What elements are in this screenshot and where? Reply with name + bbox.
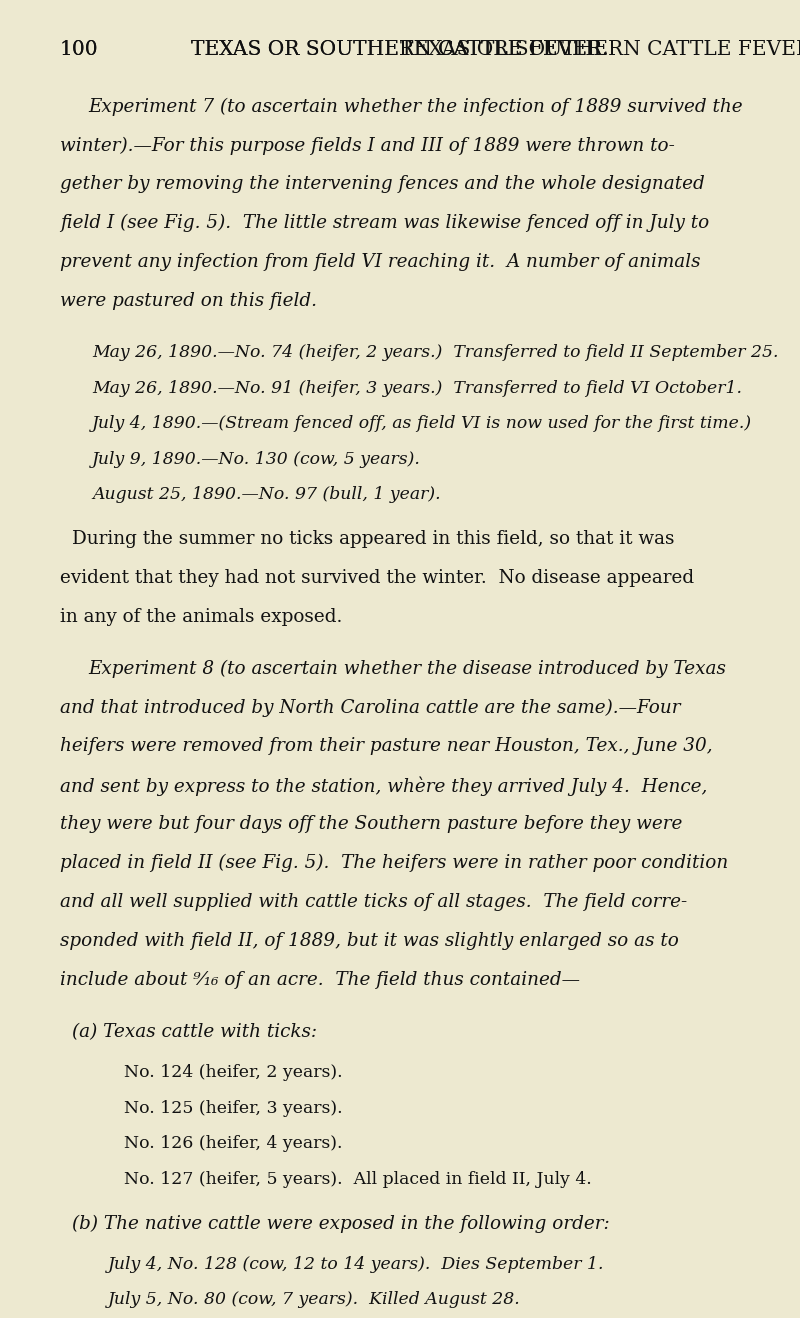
Text: evident that they had not survived the winter.  No disease appeared: evident that they had not survived the w… xyxy=(60,569,694,587)
Text: TEXAS OR SOUTHERN CATTLE FEVER.: TEXAS OR SOUTHERN CATTLE FEVER. xyxy=(191,40,609,58)
Text: No. 125 (heifer, 3 years).: No. 125 (heifer, 3 years). xyxy=(124,1099,342,1116)
Text: and that introduced by North Carolina cattle are the same).—Four: and that introduced by North Carolina ca… xyxy=(60,699,681,717)
Text: gether by removing the intervening fences and the whole designated: gether by removing the intervening fence… xyxy=(60,175,705,194)
Text: No. 126 (heifer, 4 years).: No. 126 (heifer, 4 years). xyxy=(124,1135,342,1152)
Text: and sent by express to the station, whère they arrived July 4.  Hence,: and sent by express to the station, whèr… xyxy=(60,776,707,796)
Text: July 9, 1890.—No. 130 (cow, 5 years).: July 9, 1890.—No. 130 (cow, 5 years). xyxy=(92,451,421,468)
Text: May 26, 1890.—No. 91 (heifer, 3 years.)  Transferred to field VI October1.: May 26, 1890.—No. 91 (heifer, 3 years.) … xyxy=(92,380,742,397)
Text: Experiment 7 (to ascertain whether the infection of 1889 survived the: Experiment 7 (to ascertain whether the i… xyxy=(88,98,742,116)
Text: (b) The native cattle were exposed in the following order:: (b) The native cattle were exposed in th… xyxy=(72,1214,610,1232)
Text: in any of the animals exposed.: in any of the animals exposed. xyxy=(60,608,342,626)
Text: 100: 100 xyxy=(60,40,98,58)
Text: (a) Texas cattle with ticks:: (a) Texas cattle with ticks: xyxy=(72,1023,317,1041)
Text: July 4, No. 128 (cow, 12 to 14 years).  Dies September 1.: July 4, No. 128 (cow, 12 to 14 years). D… xyxy=(108,1256,605,1272)
Text: include about ⁹⁄₁₆ of an acre.  The field thus contained—: include about ⁹⁄₁₆ of an acre. The field… xyxy=(60,970,580,988)
Text: and all well supplied with cattle ticks of all stages.  The field corre-: and all well supplied with cattle ticks … xyxy=(60,892,687,911)
Text: they were but four days off the Southern pasture before they were: they were but four days off the Southern… xyxy=(60,815,682,833)
Text: winter).—For this purpose fields I and III of 1889 were thrown to-: winter).—For this purpose fields I and I… xyxy=(60,136,675,154)
Text: No. 124 (heifer, 2 years).: No. 124 (heifer, 2 years). xyxy=(124,1064,342,1081)
Text: placed in field II (see Fig. 5).  The heifers were in rather poor condition: placed in field II (see Fig. 5). The hei… xyxy=(60,854,728,873)
Text: were pastured on this field.: were pastured on this field. xyxy=(60,291,317,310)
Text: During the summer no ticks appeared in this field, so that it was: During the summer no ticks appeared in t… xyxy=(72,530,674,548)
Text: sponded with field II, of 1889, but it was slightly enlarged so as to: sponded with field II, of 1889, but it w… xyxy=(60,932,679,950)
Text: May 26, 1890.—No. 74 (heifer, 2 years.)  Transferred to field II September 25.: May 26, 1890.—No. 74 (heifer, 2 years.) … xyxy=(92,344,778,361)
Text: July 4, 1890.—(Stream fenced off, as field VI is now used for the first time.): July 4, 1890.—(Stream fenced off, as fie… xyxy=(92,415,752,432)
Text: Experiment 8 (to ascertain whether the disease introduced by Texas: Experiment 8 (to ascertain whether the d… xyxy=(88,659,726,677)
Text: TEXAS OR SOUTHERN CATTLE FEVER.: TEXAS OR SOUTHERN CATTLE FEVER. xyxy=(400,40,800,58)
Text: prevent any infection from field VI reaching it.  A number of animals: prevent any infection from field VI reac… xyxy=(60,253,701,272)
Text: July 5, No. 80 (cow, 7 years).  Killed August 28.: July 5, No. 80 (cow, 7 years). Killed Au… xyxy=(108,1292,521,1307)
Text: No. 127 (heifer, 5 years).  All placed in field II, July 4.: No. 127 (heifer, 5 years). All placed in… xyxy=(124,1170,592,1188)
Text: TEXAS OR SOUTHERN CATTLE FEVER.: TEXAS OR SOUTHERN CATTLE FEVER. xyxy=(191,40,609,58)
Text: field I (see Fig. 5).  The little stream was likewise fenced off in July to: field I (see Fig. 5). The little stream … xyxy=(60,214,710,232)
Text: 100: 100 xyxy=(60,40,98,58)
Text: heifers were removed from their pasture near Houston, Tex., June 30,: heifers were removed from their pasture … xyxy=(60,737,713,755)
Text: August 25, 1890.—No. 97 (bull, 1 year).: August 25, 1890.—No. 97 (bull, 1 year). xyxy=(92,486,441,503)
